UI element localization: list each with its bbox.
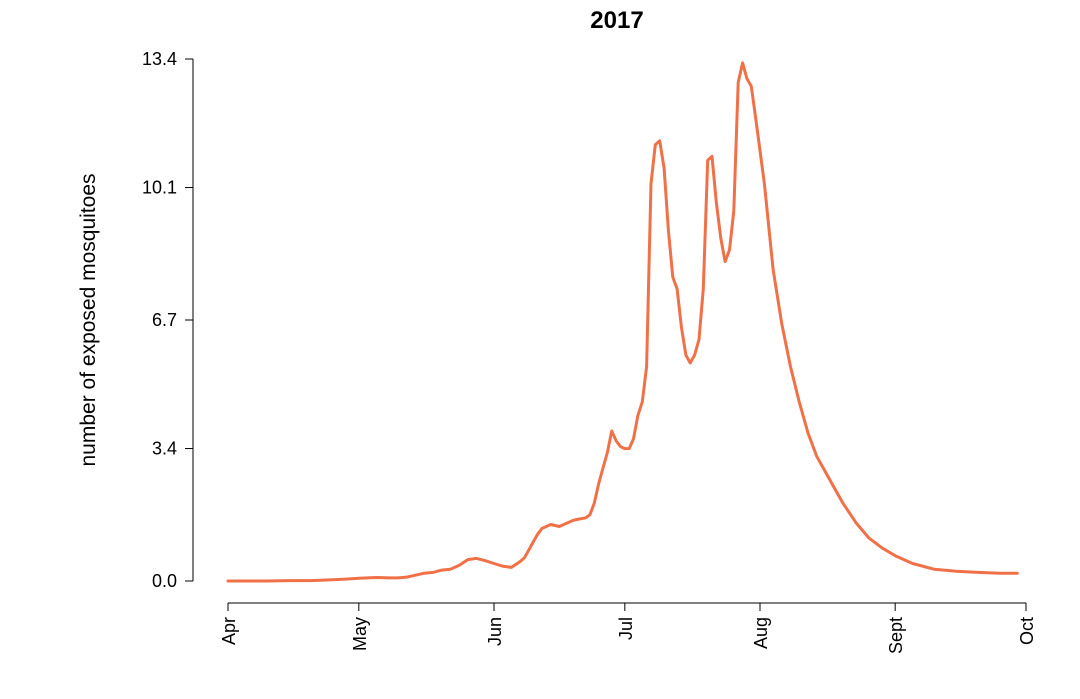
y-tick-label: 10.1 <box>142 178 177 198</box>
x-axis: Apr May Jun Jul Aug Sept Oct <box>219 602 1037 654</box>
x-tick-label: Apr <box>219 617 239 645</box>
x-tick-label: Oct <box>1017 617 1037 645</box>
chart-title: 2017 <box>590 7 643 34</box>
x-tick-label: May <box>350 617 370 651</box>
plot-area <box>226 61 1019 583</box>
series-line <box>226 61 1019 583</box>
y-tick-label: 6.7 <box>152 310 177 330</box>
x-tick-label: Jul <box>616 617 636 640</box>
x-tick-label: Jun <box>485 617 505 646</box>
y-tick-label: 0.0 <box>152 571 177 591</box>
y-axis-label: number of exposed mosquitoes <box>77 173 100 466</box>
y-tick-label: 13.4 <box>142 49 177 69</box>
x-tick-label: Aug <box>751 617 771 649</box>
y-axis: 0.0 3.4 6.7 10.1 13.4 <box>142 49 194 591</box>
y-tick-label: 3.4 <box>152 439 177 459</box>
x-tick-label: Sept <box>886 617 906 654</box>
